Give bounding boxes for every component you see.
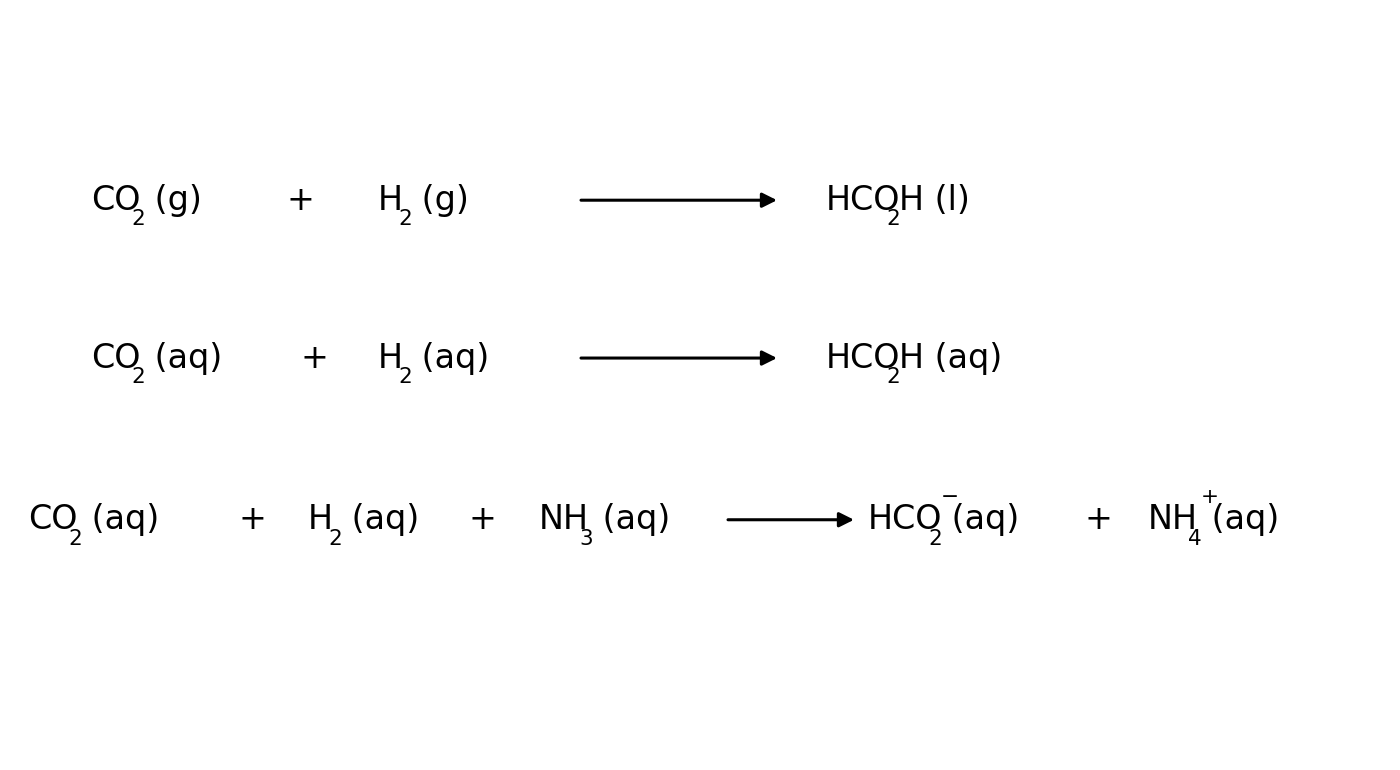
- Text: HCO: HCO: [826, 342, 900, 374]
- Text: CO: CO: [91, 184, 140, 216]
- Text: H: H: [308, 504, 333, 536]
- Text: NH: NH: [539, 504, 589, 536]
- Text: H (l): H (l): [899, 184, 970, 216]
- Text: +: +: [469, 504, 497, 536]
- Text: HCO: HCO: [868, 504, 942, 536]
- Text: (aq): (aq): [412, 342, 489, 374]
- Text: H: H: [378, 342, 403, 374]
- Text: 4: 4: [1189, 529, 1201, 549]
- Text: +: +: [1201, 487, 1219, 507]
- Text: 3: 3: [580, 529, 592, 549]
- Text: −: −: [941, 487, 959, 507]
- Text: +: +: [238, 504, 266, 536]
- Text: +: +: [1085, 504, 1113, 536]
- Text: NH: NH: [1148, 504, 1198, 536]
- Text: (aq): (aq): [1201, 504, 1280, 536]
- Text: 2: 2: [398, 209, 412, 229]
- Text: 2: 2: [886, 367, 900, 387]
- Text: CO: CO: [91, 342, 140, 374]
- Text: (aq): (aq): [342, 504, 419, 536]
- Text: +: +: [287, 184, 315, 216]
- Text: (g): (g): [144, 184, 202, 216]
- Text: (aq): (aq): [81, 504, 160, 536]
- Text: H (aq): H (aq): [899, 342, 1002, 374]
- Text: 2: 2: [132, 367, 144, 387]
- Text: 2: 2: [886, 209, 900, 229]
- Text: H: H: [378, 184, 403, 216]
- Text: (aq): (aq): [941, 504, 1019, 536]
- Text: 2: 2: [328, 529, 342, 549]
- Text: 2: 2: [398, 367, 412, 387]
- Text: 2: 2: [928, 529, 942, 549]
- Text: CO: CO: [28, 504, 77, 536]
- Text: (aq): (aq): [144, 342, 223, 374]
- Text: +: +: [301, 342, 329, 374]
- Text: HCO: HCO: [826, 184, 900, 216]
- Text: (g): (g): [412, 184, 469, 216]
- Text: 2: 2: [132, 209, 144, 229]
- Text: 2: 2: [69, 529, 81, 549]
- Text: (aq): (aq): [592, 504, 671, 536]
